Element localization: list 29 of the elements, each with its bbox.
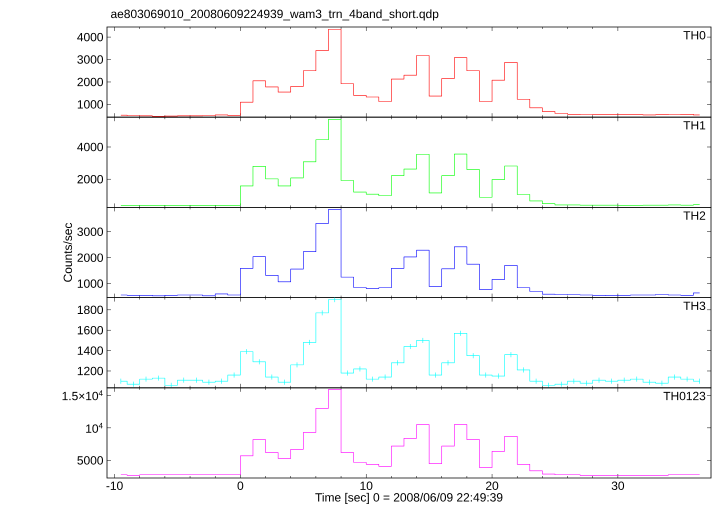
text: TH3 [683, 302, 706, 310]
y-tick-label: 1800 [78, 306, 104, 314]
y-tick-label: 4000 [77, 32, 104, 42]
y-tick-label: 1000 [78, 100, 104, 109]
y-tick-label: 3000 [77, 55, 104, 64]
y-tick-label: 10$^{4}$ [86, 422, 103, 433]
text: TH1 [683, 121, 706, 130]
chart-title: ae803069010_20080609224939_wam3_trn_4band_short.qdp [111, 9, 438, 20]
x-tick-label: 10 [360, 482, 372, 490]
x-tick-label: 20 [486, 482, 498, 490]
y-tick-label: 1.5×10$^{4}$ [62, 390, 103, 400]
y-tick-label: 1200 [78, 366, 104, 376]
x-tick-label: -10 [106, 482, 123, 490]
y-tick-label: 1400 [78, 346, 104, 355]
y-tick-label: 2000 [77, 253, 104, 262]
x-tick-label: 0 [238, 482, 244, 490]
y-tick-label: 1000 [78, 279, 104, 288]
y-tick-label: 5000 [77, 456, 104, 465]
y-tick-label: 2000 [77, 78, 104, 86]
y-tick-label: 4000 [77, 142, 104, 152]
x-tick-label: 30 [612, 482, 624, 490]
text: TH0 [683, 30, 706, 40]
text: TH2 [683, 211, 706, 220]
y-tick-label: 2000 [77, 174, 104, 184]
text: TH0123 [664, 392, 706, 400]
y-tick-label: 1600 [78, 326, 104, 334]
x-axis-title: Time [sec] 0 = 2008/06/09 22:49:39 [315, 492, 502, 504]
y-tick-label: 3000 [77, 228, 104, 236]
y-axis-title: Counts/sec [63, 222, 72, 282]
